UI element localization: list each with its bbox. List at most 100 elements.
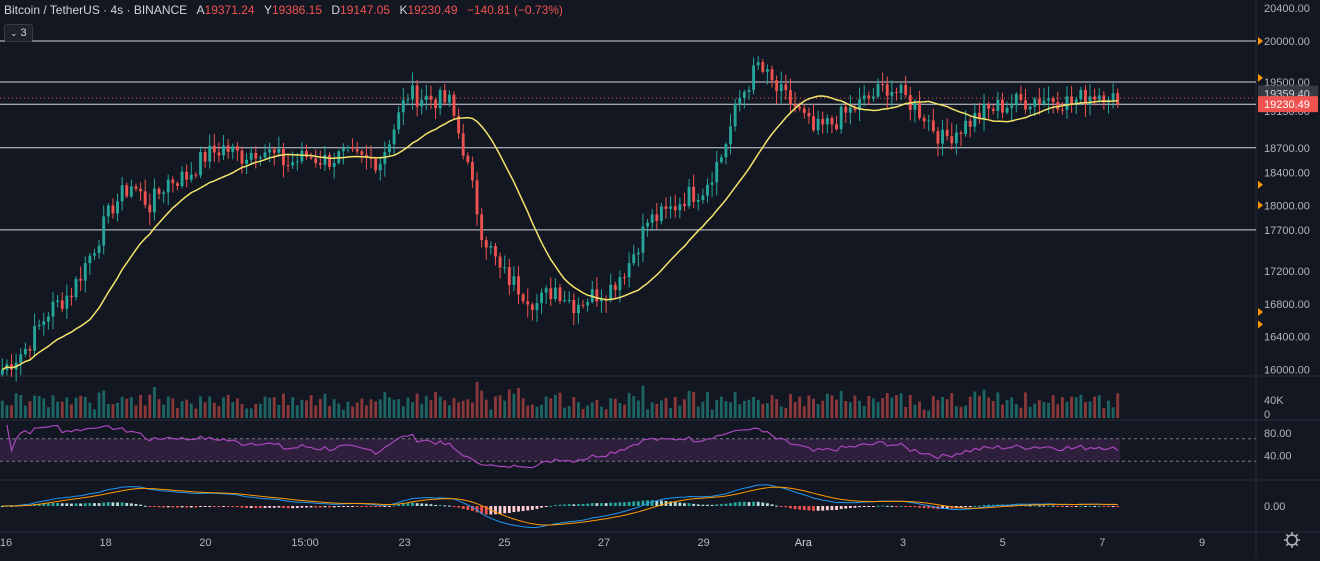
macd-histogram-bar: [277, 506, 281, 508]
macd-histogram-bar: [314, 506, 318, 508]
volume-bar: [503, 400, 507, 418]
candle-body: [991, 108, 995, 111]
candle-body: [839, 106, 843, 130]
candle-body: [835, 124, 838, 130]
candle-body: [706, 184, 709, 196]
macd-histogram-bar: [687, 503, 691, 506]
volume-bar: [876, 401, 880, 418]
candle-body: [28, 348, 32, 351]
volume-bar: [305, 400, 308, 418]
macd-histogram-bar: [217, 506, 221, 507]
alert-flag-icon: [1258, 308, 1263, 317]
volume-bar: [42, 398, 46, 418]
candle-body: [0, 369, 4, 375]
candle-body: [595, 289, 599, 302]
volume-bar: [867, 396, 871, 418]
macd-histogram-bar: [563, 504, 567, 506]
volume-bar: [729, 402, 732, 418]
macd-histogram-bar: [600, 503, 603, 506]
candle-body: [129, 186, 133, 197]
candle-body: [203, 151, 207, 162]
macd-histogram-bar: [848, 506, 852, 509]
candle-body: [470, 162, 474, 181]
macd-histogram-bar: [673, 502, 677, 506]
candle-body: [37, 324, 41, 327]
candle-body: [830, 118, 834, 125]
candle-body: [51, 301, 55, 317]
volume-bar: [143, 405, 147, 418]
macd-histogram-bar: [991, 504, 995, 506]
candle-body: [936, 131, 940, 144]
macd-histogram-bar: [613, 502, 617, 506]
volume-bar: [623, 404, 626, 418]
gear-icon[interactable]: [1284, 532, 1300, 548]
candle-body: [733, 104, 737, 127]
macd-histogram-bar: [120, 502, 124, 506]
macd-histogram-bar: [291, 506, 295, 509]
macd-histogram-bar: [825, 506, 829, 511]
volume-bar: [254, 403, 258, 418]
alert-flag-icon: [1258, 73, 1263, 82]
macd-histogram-bar: [1093, 505, 1097, 507]
macd-histogram-bar: [360, 506, 364, 507]
macd-histogram-bar: [535, 506, 539, 509]
macd-histogram-bar: [858, 506, 862, 508]
macd-histogram-bar: [853, 506, 857, 508]
volume-bar: [480, 390, 484, 418]
volume-bar: [120, 396, 124, 418]
macd-histogram-bar: [129, 503, 133, 506]
candle-body: [1042, 100, 1046, 104]
candle-body: [1037, 98, 1041, 104]
candle-body: [618, 277, 622, 291]
macd-histogram-bar: [93, 503, 96, 506]
macd-histogram-bar: [881, 505, 885, 507]
volume-bar: [945, 399, 949, 418]
candle-body: [765, 69, 769, 72]
macd-histogram-bar: [765, 503, 769, 506]
close-label: K: [399, 3, 408, 17]
macd-histogram-bar: [88, 503, 92, 506]
alert-flag-icon: [1258, 36, 1263, 45]
volume-bar: [595, 399, 599, 418]
time-tick-label: 5: [1000, 537, 1006, 549]
volume-bar: [37, 396, 41, 418]
volume-bar: [544, 396, 548, 418]
low-label: D: [331, 3, 341, 17]
volume-bar: [507, 389, 511, 418]
volume-bar: [1047, 402, 1050, 418]
candle-body: [97, 245, 101, 254]
volume-bar: [1111, 407, 1115, 418]
macd-histogram-bar: [747, 502, 751, 506]
macd-histogram-bar: [604, 503, 608, 506]
candle-body: [802, 108, 806, 113]
macd-histogram-bar: [364, 506, 368, 507]
macd-histogram-bar: [475, 506, 479, 513]
macd-histogram-bar: [719, 504, 723, 506]
volume-bar: [116, 402, 119, 418]
macd-histogram-bar: [79, 503, 83, 506]
candle-body: [535, 303, 539, 310]
candle-body: [871, 96, 875, 99]
candle-body: [235, 146, 239, 151]
macd-histogram-bar: [235, 506, 239, 508]
macd-histogram-bar: [282, 506, 285, 508]
candle-body: [42, 321, 46, 325]
macd-histogram-bar: [406, 503, 410, 506]
candle-body: [360, 151, 364, 155]
candle-body: [46, 316, 50, 322]
volume-bar: [383, 392, 387, 418]
candle-body: [613, 284, 617, 291]
candle-body: [770, 69, 774, 81]
macd-histogram-bar: [908, 506, 912, 507]
volume-bar: [249, 408, 253, 418]
indicators-collapse-button[interactable]: ⌄ 3: [4, 24, 33, 42]
macd-histogram-bar: [503, 506, 507, 514]
candle-body: [33, 326, 36, 351]
volume-bar: [148, 394, 152, 418]
volume-bar: [388, 397, 391, 418]
candle-body: [139, 188, 143, 192]
volume-bar: [139, 394, 143, 418]
candle-body: [581, 304, 585, 306]
volume-bar: [28, 401, 32, 418]
